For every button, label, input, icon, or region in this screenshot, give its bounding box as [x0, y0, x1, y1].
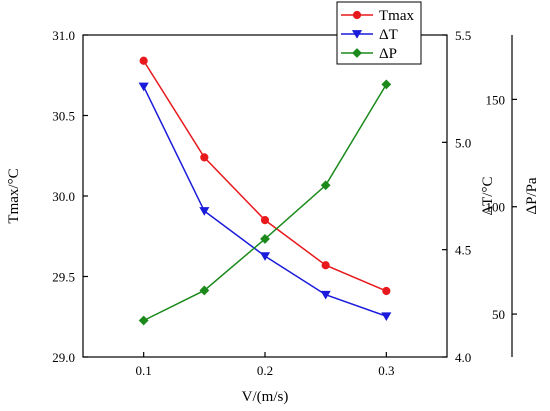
legend-marker	[351, 30, 363, 39]
right-outer-tick-label: 50	[492, 307, 505, 322]
series-2-point	[138, 82, 149, 92]
series-1-point	[321, 261, 330, 270]
legend-marker	[352, 48, 362, 58]
series-3-point	[381, 79, 392, 90]
right-inner-tick-label: 5.0	[455, 135, 471, 150]
series-2-point	[381, 312, 392, 321]
right-inner-tick-label: 4.0	[455, 350, 471, 365]
right-inner-tick-label: 5.5	[455, 28, 471, 43]
x-axis-title: V/(m/s)	[242, 389, 289, 405]
x-tick-label: 0.2	[257, 363, 273, 378]
left-tick-label: 30.5	[52, 109, 75, 124]
legend-layer: Tmax ΔT ΔP	[336, 1, 422, 65]
x-tick-label: 0.3	[378, 363, 394, 378]
series-2-point	[320, 290, 331, 300]
right-inner-axis-title: ΔT/°C	[480, 177, 496, 216]
series-3-point	[199, 285, 210, 296]
left-axis-title: Tmax/°C	[6, 168, 22, 223]
left-tick-label: 29.0	[52, 350, 75, 365]
series-1-point	[200, 153, 209, 162]
series-2-point	[199, 207, 210, 216]
series-3-group	[138, 79, 392, 326]
plot-frame	[82, 34, 448, 358]
right-outer-axis-title: ΔP/Pa	[524, 177, 540, 214]
series-2-group	[138, 82, 392, 321]
left-tick-label: 29.5	[52, 270, 75, 285]
series-layer	[138, 56, 392, 326]
series-2-line	[142, 86, 387, 317]
series-1-point	[382, 286, 391, 296]
series-3-point	[260, 234, 270, 244]
left-tick-label: 31.0	[52, 28, 75, 43]
series-3-point	[138, 315, 149, 326]
legend-label: Tmax	[379, 8, 414, 24]
series-2-point	[259, 252, 271, 261]
right-inner-tick-label: 4.5	[455, 243, 471, 258]
legend-label: ΔP	[379, 46, 397, 62]
series-3-point	[320, 180, 331, 191]
series-1-point	[139, 56, 148, 65]
left-tick-label: 30.0	[52, 189, 75, 204]
x-tick-label: 0.1	[136, 363, 152, 378]
right-outer-tick-label: 100	[486, 200, 506, 215]
series-1-group	[139, 56, 391, 296]
right-outer-tick-label: 150	[486, 92, 506, 107]
legend-label: ΔT	[379, 27, 398, 43]
series-1-point	[260, 216, 270, 225]
legend-marker	[352, 10, 362, 20]
axes-layer: 0.1 0.2 0.3 V/(m/s) 29.0 29.5 30.0 30.5 31.0 Tmax…	[6, 28, 540, 405]
